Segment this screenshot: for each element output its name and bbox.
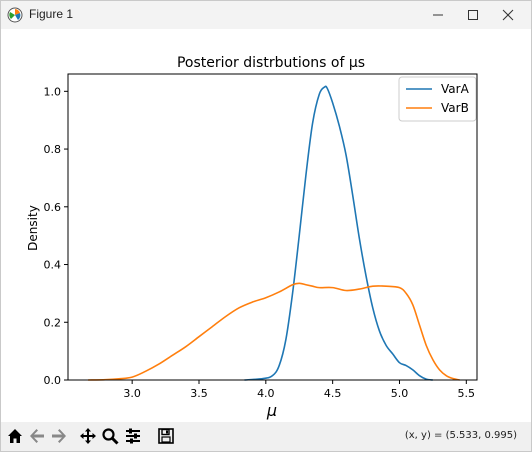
chart-title: Posterior distrbutions of μs (177, 55, 365, 71)
configure-subplots-icon (126, 428, 140, 444)
x-axis-label: μ (266, 401, 277, 420)
series-line-varb (88, 282, 460, 381)
pan-button[interactable] (78, 426, 98, 446)
y-tick-label: 0.6 (44, 201, 62, 214)
window-title: Figure 1 (29, 7, 74, 21)
zoom-icon (102, 428, 119, 445)
legend-box (398, 76, 477, 122)
save-button[interactable] (156, 426, 176, 446)
series-line-vara (244, 85, 433, 381)
y-tick-label: 0.4 (44, 259, 62, 272)
x-tick-label: 4.0 (257, 387, 275, 400)
kde-chart: Posterior distrbutions of μs 0.00.20.40.… (26, 55, 478, 420)
pan-icon (80, 428, 96, 444)
configure-subplots-button[interactable] (123, 426, 143, 446)
close-icon (502, 9, 514, 21)
matplotlib-app-icon (7, 7, 23, 23)
y-tick-label: 0.2 (44, 316, 62, 329)
series-lines (88, 85, 460, 381)
legend-label-varb: VarB (441, 101, 469, 115)
navigation-toolbar: (x, y) = (5.533, 0.995) (1, 422, 531, 451)
y-tick-label: 1.0 (44, 85, 62, 98)
y-axis-label: Density (26, 205, 40, 251)
maximize-icon (468, 10, 478, 20)
x-tick-label: 3.5 (190, 387, 208, 400)
minimize-button[interactable] (415, 1, 461, 29)
cursor-coordinates: (x, y) = (5.533, 0.995) (404, 430, 517, 441)
y-tick-label: 0.0 (44, 374, 62, 387)
plot-canvas[interactable]: Posterior distrbutions of μs 0.0 0.2 0.4 0.… (1, 29, 531, 422)
zoom-button[interactable] (100, 426, 120, 446)
back-arrow-icon (30, 429, 44, 443)
legend-label-vara: VarA (441, 82, 470, 96)
x-tick-label: 5.5 (458, 387, 476, 400)
x-tick-label: 3.0 (123, 387, 141, 400)
x-ticks: 3.0 3.5 4.0 4.5 5.0 5.5 (123, 380, 475, 400)
minimize-icon (433, 14, 443, 16)
x-tick-label: 5.0 (391, 387, 409, 400)
save-icon (158, 428, 174, 444)
forward-button[interactable] (49, 426, 69, 446)
title-bar: Figure 1 (1, 1, 531, 29)
x-tick-label: 4.5 (324, 387, 342, 400)
close-button[interactable] (485, 1, 531, 29)
legend: VarA VarB (398, 76, 477, 122)
y-tick-label: 0.8 (44, 143, 62, 156)
y-ticks: 0.0 0.2 0.4 0.6 0.8 1.0 (44, 85, 68, 387)
back-button[interactable] (27, 426, 47, 446)
home-icon (8, 429, 22, 443)
maximize-button[interactable] (450, 1, 496, 29)
home-button[interactable] (5, 426, 25, 446)
axes-frame (67, 73, 478, 381)
forward-arrow-icon (52, 429, 66, 443)
